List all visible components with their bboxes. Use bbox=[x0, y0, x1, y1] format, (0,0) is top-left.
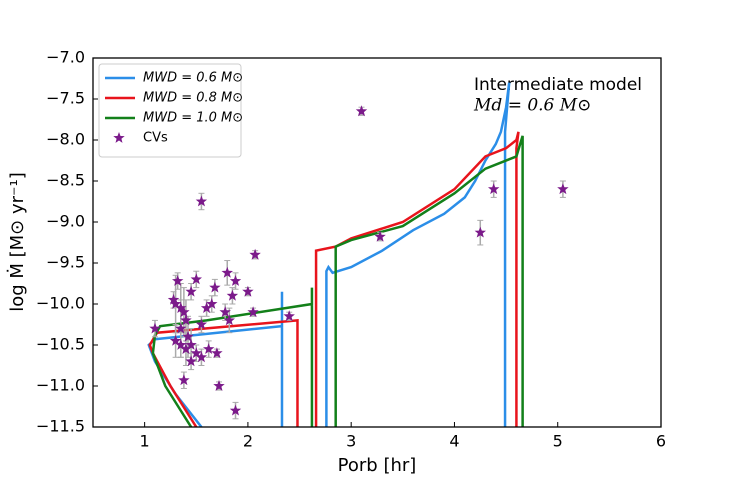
x-tick-label: 3 bbox=[346, 432, 356, 451]
x-tick-label: 2 bbox=[243, 432, 253, 451]
y-tick-label: −8.5 bbox=[46, 171, 85, 190]
cv-point bbox=[175, 302, 187, 313]
x-tick-label: 6 bbox=[656, 432, 666, 451]
cv-point bbox=[149, 322, 161, 334]
y-tick-label: −9.0 bbox=[46, 212, 85, 231]
x-axis-label: Porb [hr] bbox=[338, 455, 417, 476]
x-tick-label: 1 bbox=[140, 432, 150, 451]
y-tick-label: −11.5 bbox=[36, 417, 85, 436]
cv-point bbox=[185, 355, 197, 367]
cv-point bbox=[223, 314, 235, 326]
annotation: Intermediate model bbox=[474, 75, 642, 95]
cv-point bbox=[190, 347, 202, 359]
cv-point bbox=[247, 306, 259, 318]
cv-point bbox=[180, 343, 192, 354]
cv-point bbox=[209, 281, 221, 293]
cv-point bbox=[229, 404, 242, 416]
cv-point bbox=[374, 230, 386, 242]
legend-label: MWD = 0.6 M⊙ bbox=[143, 71, 243, 86]
y-tick-label: −7.0 bbox=[46, 48, 85, 67]
cv-point bbox=[211, 347, 223, 359]
series-line bbox=[151, 135, 524, 427]
cv-point bbox=[283, 310, 295, 322]
y-tick-label: −10.5 bbox=[36, 335, 85, 354]
cv-point bbox=[474, 226, 486, 238]
y-tick-label: −9.5 bbox=[46, 253, 85, 272]
cv-point bbox=[195, 351, 208, 363]
legend-label: MWD = 1.0 M⊙ bbox=[143, 111, 243, 126]
annotation: Md = 0.6 M⊙ bbox=[473, 96, 591, 116]
cv-point bbox=[242, 285, 254, 297]
cv-point bbox=[203, 343, 215, 354]
cv-point bbox=[185, 285, 197, 297]
y-tick-label: −8.0 bbox=[46, 130, 85, 149]
cv-point bbox=[175, 339, 187, 350]
cv-point bbox=[185, 339, 197, 350]
x-tick-label: 4 bbox=[449, 432, 459, 451]
cv-point bbox=[182, 330, 194, 342]
legend-swatch bbox=[113, 132, 125, 143]
cv-point bbox=[221, 266, 233, 278]
axes-frame bbox=[92, 57, 662, 428]
cv-point bbox=[178, 306, 190, 318]
cv-point bbox=[190, 273, 202, 285]
cv-point bbox=[172, 275, 184, 286]
cv-point bbox=[169, 334, 182, 346]
y-tick-label: −11.0 bbox=[36, 376, 85, 395]
cv-point bbox=[180, 314, 192, 326]
x-tick-label: 5 bbox=[553, 432, 563, 451]
cv-point bbox=[169, 298, 182, 309]
cv-point bbox=[178, 374, 190, 386]
cv-point bbox=[229, 275, 242, 286]
cv-point bbox=[175, 322, 187, 334]
y-tick-label: −7.5 bbox=[46, 89, 85, 108]
legend-box bbox=[98, 63, 242, 158]
y-axis-label: log Ṁ [M⊙ yr⁻¹] bbox=[7, 172, 28, 312]
cv-point bbox=[195, 318, 208, 330]
y-tick-label: −10.0 bbox=[36, 294, 85, 313]
cv-point bbox=[219, 306, 231, 318]
cv-point bbox=[249, 248, 261, 260]
series-line bbox=[148, 131, 520, 427]
cv-point bbox=[557, 183, 569, 195]
legend-label: MWD = 0.8 M⊙ bbox=[143, 91, 243, 106]
cv-point bbox=[206, 298, 218, 309]
cv-point bbox=[167, 293, 180, 305]
cv-point bbox=[200, 302, 213, 313]
legend-label: CVs bbox=[143, 131, 168, 146]
cv-point bbox=[355, 105, 368, 117]
cv-point bbox=[213, 380, 225, 391]
cv-point bbox=[488, 183, 500, 195]
cv-point bbox=[195, 195, 208, 207]
cv-point bbox=[226, 289, 239, 301]
plot-area bbox=[147, 82, 569, 427]
